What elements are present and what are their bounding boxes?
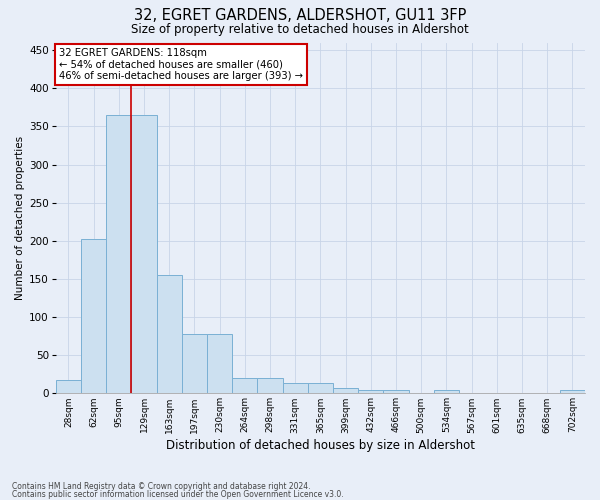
Bar bbox=[308, 384, 333, 394]
Text: 32 EGRET GARDENS: 118sqm
← 54% of detached houses are smaller (460)
46% of semi-: 32 EGRET GARDENS: 118sqm ← 54% of detach… bbox=[59, 48, 302, 81]
Bar bbox=[283, 384, 308, 394]
Text: 32, EGRET GARDENS, ALDERSHOT, GU11 3FP: 32, EGRET GARDENS, ALDERSHOT, GU11 3FP bbox=[134, 8, 466, 22]
Bar bbox=[358, 390, 383, 394]
Bar bbox=[560, 390, 585, 394]
Bar bbox=[131, 115, 157, 394]
X-axis label: Distribution of detached houses by size in Aldershot: Distribution of detached houses by size … bbox=[166, 440, 475, 452]
Bar bbox=[81, 240, 106, 394]
Bar bbox=[56, 380, 81, 394]
Bar bbox=[434, 390, 459, 394]
Bar bbox=[257, 378, 283, 394]
Bar bbox=[106, 115, 131, 394]
Bar bbox=[232, 378, 257, 394]
Text: Contains HM Land Registry data © Crown copyright and database right 2024.: Contains HM Land Registry data © Crown c… bbox=[12, 482, 311, 491]
Bar bbox=[383, 390, 409, 394]
Y-axis label: Number of detached properties: Number of detached properties bbox=[15, 136, 25, 300]
Text: Contains public sector information licensed under the Open Government Licence v3: Contains public sector information licen… bbox=[12, 490, 344, 499]
Bar bbox=[182, 334, 207, 394]
Text: Size of property relative to detached houses in Aldershot: Size of property relative to detached ho… bbox=[131, 22, 469, 36]
Bar bbox=[157, 275, 182, 394]
Bar bbox=[207, 334, 232, 394]
Bar bbox=[333, 388, 358, 394]
